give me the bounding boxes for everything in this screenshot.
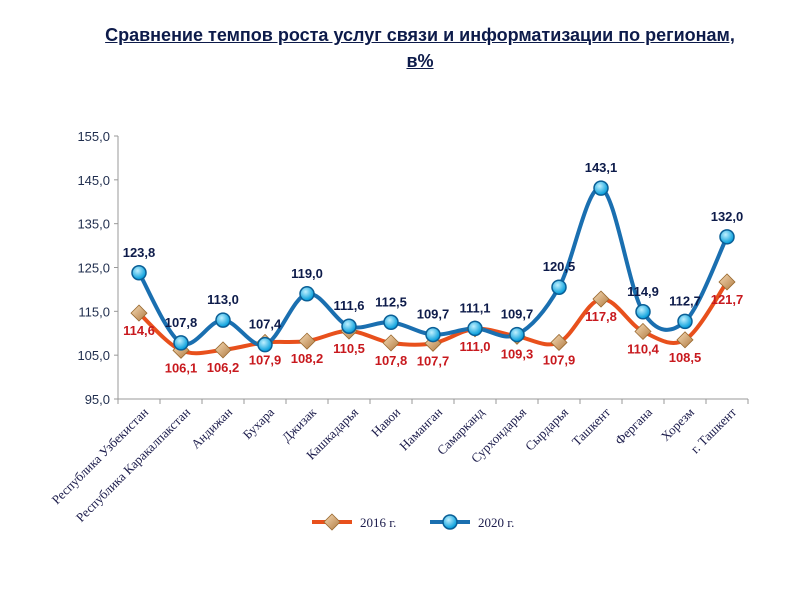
x-tick-label: Сырдарья [522, 405, 571, 454]
legend-marker [442, 514, 458, 530]
data-label: 114,6 [123, 323, 155, 338]
data-label: 114,9 [627, 284, 659, 299]
data-label: 119,0 [291, 266, 323, 281]
data-point [509, 326, 525, 343]
data-label: 111,6 [333, 298, 364, 313]
legend-marker [323, 513, 341, 531]
data-point [257, 336, 273, 353]
x-tick-label: Навои [368, 404, 403, 439]
data-label: 113,0 [207, 292, 239, 307]
y-tick-label: 155,0 [77, 129, 110, 144]
series-line-2020 [137, 186, 729, 347]
y-tick-label: 145,0 [77, 173, 110, 188]
y-tick-label: 135,0 [77, 217, 110, 232]
data-point [215, 312, 231, 328]
data-label: 107,8 [165, 315, 198, 330]
data-point [173, 335, 189, 351]
x-tick-label: Бухара [240, 404, 278, 442]
x-tick-label: Джизак [279, 404, 320, 445]
chart-title: Сравнение темпов роста услуг связи и инф… [105, 25, 735, 71]
data-label: 111,0 [459, 339, 490, 354]
data-point [299, 286, 315, 302]
data-point [467, 320, 483, 337]
data-label: 111,1 [459, 300, 490, 315]
legend-label: 2020 г. [478, 515, 514, 530]
data-label: 107,8 [375, 353, 408, 368]
x-tick-label: Ташкент [569, 404, 614, 449]
data-label: 107,9 [249, 352, 282, 367]
data-point [677, 313, 693, 330]
data-point [634, 322, 652, 341]
legend-label: 2016 г. [360, 515, 396, 530]
data-point [550, 333, 568, 352]
data-label: 112,5 [375, 294, 407, 309]
data-label: 110,4 [627, 341, 660, 356]
data-label: 123,8 [123, 245, 156, 260]
data-point [551, 279, 567, 295]
data-label: 107,4 [249, 317, 282, 332]
data-label: 132,0 [711, 209, 744, 224]
data-label: 109,3 [501, 346, 534, 361]
data-point [718, 273, 736, 291]
data-point [676, 331, 694, 349]
y-tick-label: 125,0 [77, 261, 110, 276]
data-label: 107,7 [417, 353, 450, 368]
data-label: 107,9 [543, 352, 576, 367]
data-label: 110,5 [333, 341, 365, 356]
x-tick-label: г. Ташкент [687, 404, 739, 456]
data-label: 120,5 [543, 259, 576, 274]
data-label: 108,5 [669, 350, 702, 365]
data-point [592, 290, 610, 308]
data-label: 109,7 [417, 307, 450, 322]
data-label: 106,2 [207, 360, 240, 375]
data-point [719, 229, 735, 245]
data-point [425, 326, 441, 343]
data-point [383, 314, 399, 331]
data-label: 143,1 [585, 160, 618, 175]
data-point [130, 304, 148, 322]
x-tick-label: Андижан [188, 404, 235, 451]
data-label: 121,7 [711, 292, 744, 307]
data-label: 117,8 [585, 309, 617, 324]
data-label: 106,1 [165, 360, 198, 375]
data-point [341, 318, 357, 334]
data-point [298, 332, 316, 350]
x-tick-label: Хорезм [658, 405, 697, 444]
y-tick-label: 115,0 [78, 304, 110, 319]
data-point [214, 341, 232, 359]
data-label: 108,2 [291, 351, 324, 366]
x-tick-label: Фергана [612, 404, 656, 448]
data-label: 112,7 [669, 293, 701, 308]
data-point [131, 265, 147, 281]
data-label: 109,7 [501, 307, 534, 322]
data-point [635, 304, 651, 320]
y-tick-label: 105,0 [77, 348, 110, 363]
data-point [593, 180, 609, 196]
y-tick-label: 95,0 [85, 392, 110, 407]
data-point [382, 334, 400, 352]
